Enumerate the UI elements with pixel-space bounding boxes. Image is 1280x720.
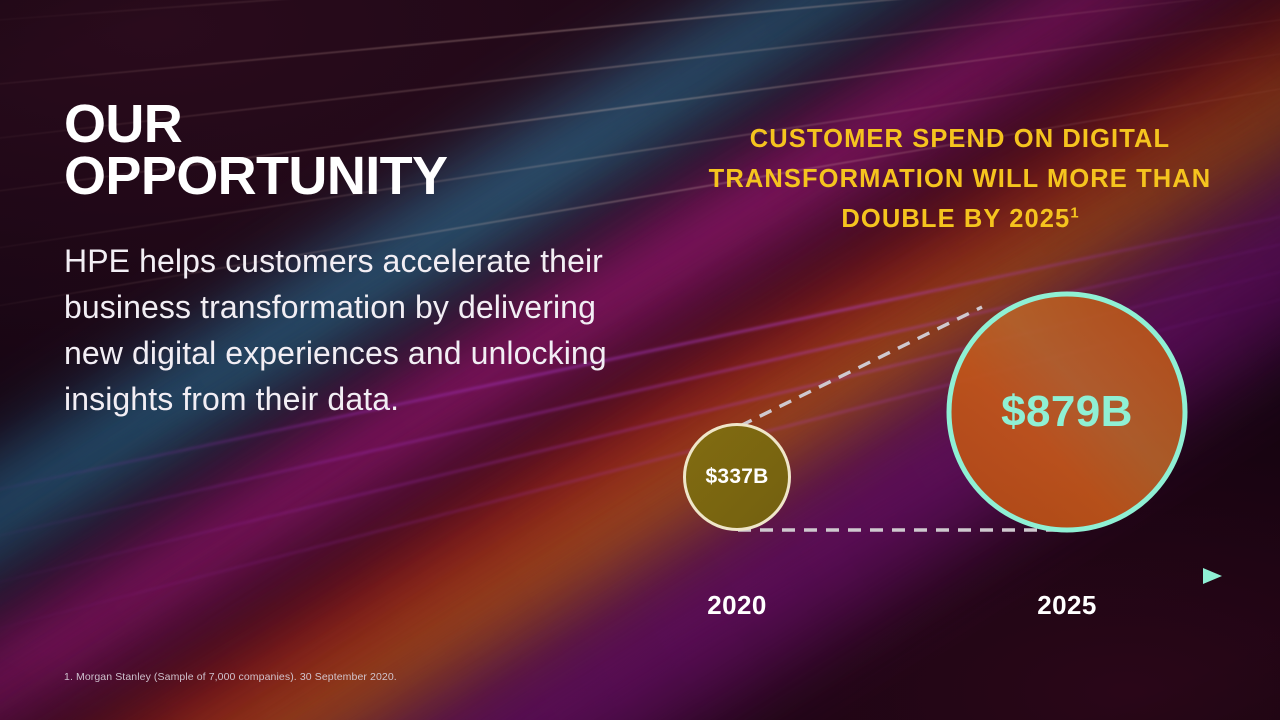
streak-icon: [0, 0, 1280, 100]
page-title-line-1: OUR: [64, 94, 183, 154]
connector-growth-dashed: [739, 305, 983, 428]
body-paragraph: HPE helps customers accelerate their bus…: [64, 243, 607, 418]
page-title: OUR OPPORTUNITY: [64, 97, 624, 207]
streak-icon: [0, 0, 1280, 32]
axis-label-2025: 2025: [1037, 590, 1097, 620]
page-title-line-2: OPPORTUNITY: [64, 146, 448, 207]
bubble-2020[interactable]: [683, 423, 791, 531]
bubble-chart-svg: [683, 291, 1222, 584]
axis-label-2020: 2020: [707, 590, 767, 620]
chart-title-text: CUSTOMER SPEND ON DIGITAL TRANSFORMATION…: [708, 125, 1212, 233]
chart-title-footnote-marker: 1: [1070, 205, 1079, 222]
bubble-2025[interactable]: [946, 291, 1188, 533]
chart-title: CUSTOMER SPEND ON DIGITAL TRANSFORMATION…: [686, 120, 1234, 239]
footnote-source: 1. Morgan Stanley (Sample of 7,000 compa…: [64, 671, 397, 683]
bubble-chart: $337B $879B 2020 2025: [660, 260, 1240, 640]
timeline-arrowhead-icon: [1203, 568, 1222, 584]
